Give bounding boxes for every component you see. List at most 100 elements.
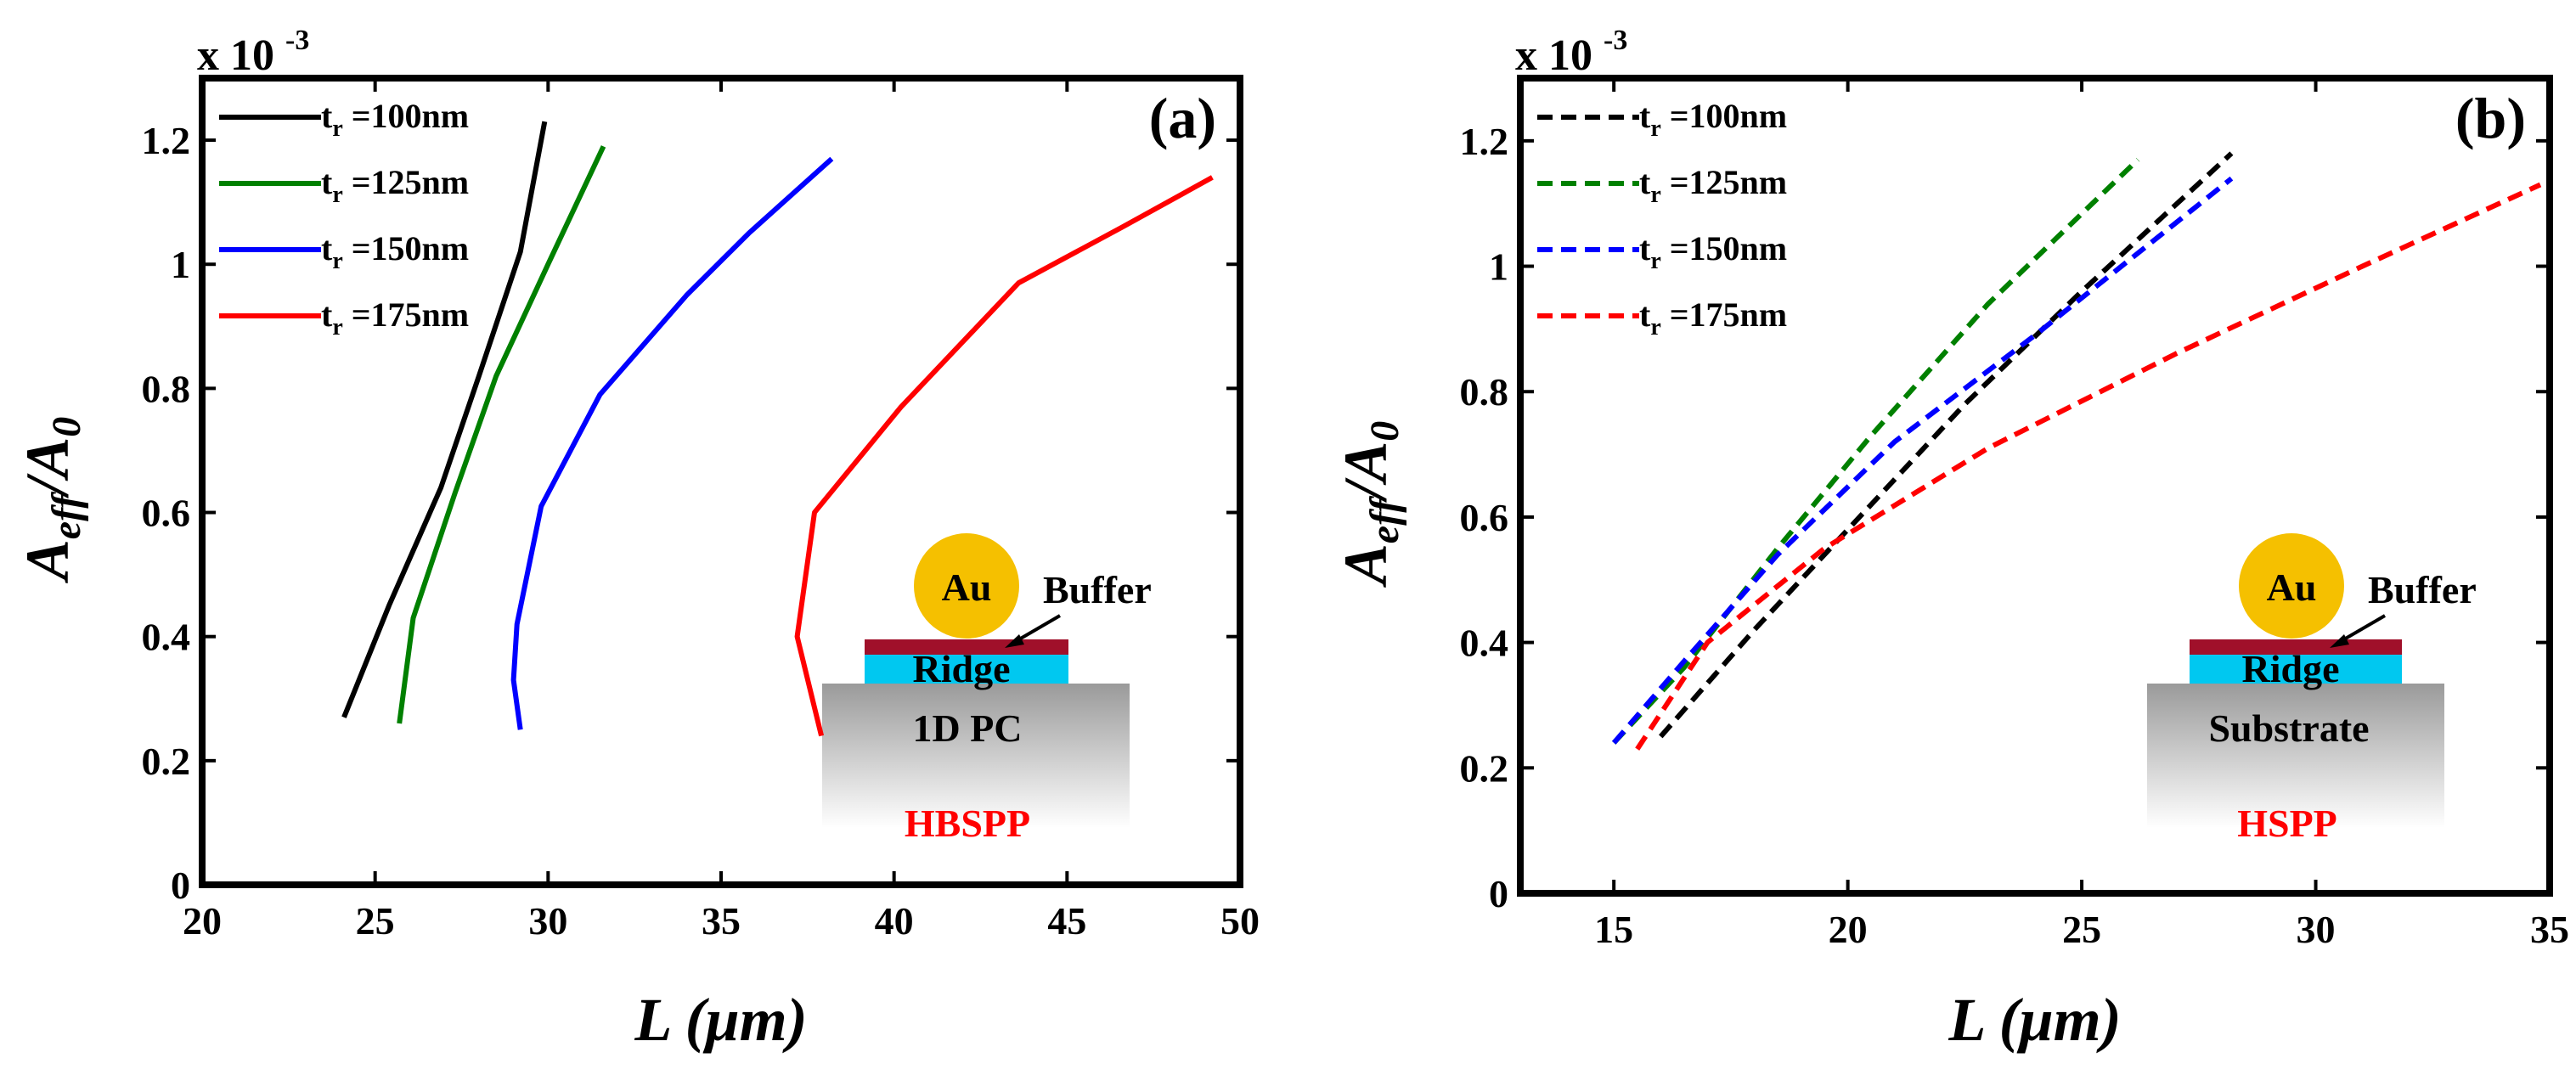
x-axis-label: L (μm)	[634, 986, 807, 1054]
series-line-3	[794, 175, 1214, 737]
legend-suffix: =175nm	[1661, 295, 1787, 334]
legend-sub: r	[1650, 314, 1660, 341]
y-tick-label: 1	[171, 243, 190, 286]
axis-exponent-label: x 10 -3	[1515, 25, 1627, 80]
series-line-3	[1635, 182, 2542, 751]
y-tick-label: 0.4	[142, 616, 191, 659]
au-label: Au	[942, 566, 992, 609]
x-tick-label: 20	[183, 899, 222, 943]
series-line-0	[341, 121, 548, 718]
legend-sub: r	[1650, 248, 1660, 274]
legend-label-1: tr =125nm	[1639, 163, 1787, 208]
legend-label-2: tr =150nm	[1639, 229, 1787, 274]
substrate-label: Substrate	[2208, 706, 2369, 750]
legend-prefix: t	[321, 229, 333, 267]
buffer-arrow-head	[1005, 634, 1024, 648]
x-tick-label: 15	[1594, 908, 1633, 951]
legend-sub: r	[332, 115, 342, 142]
series-line-2	[510, 156, 834, 730]
legend-suffix: =175nm	[343, 295, 469, 334]
mode-label: HBSPP	[905, 802, 1030, 845]
ridge-block	[865, 651, 1068, 684]
legend-label-0: tr =100nm	[321, 97, 469, 142]
y-tick-label: 0.4	[1460, 622, 1509, 665]
y-tick-label: 0.2	[1460, 746, 1509, 790]
buffer-layer	[2190, 639, 2402, 655]
gold-nanowire	[2239, 533, 2344, 639]
series-line-0	[1659, 151, 2234, 739]
y-label-mid: /A	[14, 437, 82, 499]
legend-sub: r	[1650, 115, 1660, 142]
chart-panel-b: 15 20 25 30 35 0 0.2 0.4 0.6 0.8 1 1.2x 10 -3 L (μm)…	[1332, 25, 2569, 1054]
legend-prefix: t	[1639, 163, 1651, 201]
gold-nanowire	[914, 533, 1019, 639]
buffer-label: Buffer	[2368, 568, 2477, 611]
x-tick-label: 25	[356, 899, 395, 943]
x-tick-label: 35	[702, 899, 741, 943]
legend-suffix: =100nm	[343, 97, 469, 135]
x-tick-label: 30	[2297, 908, 2336, 951]
legend-prefix: t	[1639, 295, 1651, 334]
y-label-main: A	[14, 539, 82, 583]
y-tick-label: 0.8	[1460, 370, 1509, 414]
y-axis-label: Aeff/A0	[1332, 421, 1407, 588]
substrate-label: 1D PC	[912, 706, 1022, 750]
y-tick-label: 0.6	[1460, 496, 1509, 539]
y-tick-label: 1	[1489, 245, 1508, 289]
series-line-1	[1612, 157, 2140, 745]
y-tick-label: 0	[1489, 872, 1508, 915]
y-tick-label: 0	[171, 864, 190, 907]
legend-prefix: t	[1639, 97, 1651, 135]
legend-prefix: t	[1639, 229, 1651, 267]
legend-sub: r	[332, 248, 342, 274]
substrate-block	[822, 684, 1130, 828]
mode-label: HSPP	[2237, 802, 2337, 845]
au-label: Au	[2267, 566, 2317, 609]
legend-label-3: tr =175nm	[321, 295, 469, 341]
y-label-sub-eff: eff	[1362, 496, 1407, 543]
legend-prefix: t	[321, 97, 333, 135]
series-line-1	[397, 145, 606, 724]
x-tick-label: 20	[1829, 908, 1868, 951]
substrate-block	[2147, 684, 2444, 828]
x-tick-label: 35	[2530, 908, 2569, 951]
panel-label: (b)	[2455, 86, 2526, 150]
panel-label: (a)	[1149, 86, 1216, 150]
y-label-main: A	[1332, 543, 1400, 588]
chart-panel-a: 20 25 30 35 40 45 50 0 0.2 0.4 0.6 0.8 1 1.2x 10 -3 L …	[14, 25, 1260, 1054]
y-label-sub-0: 0	[44, 417, 89, 437]
legend-sub: r	[1650, 182, 1660, 208]
y-tick-label: 1.2	[1460, 120, 1509, 163]
legend-suffix: =150nm	[343, 229, 469, 267]
x-axis-label: L (μm)	[1948, 986, 2121, 1054]
legend-label-1: tr =125nm	[321, 163, 469, 208]
legend-suffix: =125nm	[343, 163, 469, 201]
buffer-layer	[865, 639, 1068, 655]
legend-prefix: t	[321, 163, 333, 201]
legend-label-0: tr =100nm	[1639, 97, 1787, 142]
y-label-sub-eff: eff	[44, 492, 89, 539]
y-tick-label: 0.2	[142, 740, 191, 783]
exponent-power: -3	[1604, 25, 1627, 56]
buffer-arrow-head	[2330, 634, 2349, 648]
plot-frame	[1517, 75, 2553, 897]
legend-sub: r	[332, 182, 342, 208]
buffer-label: Buffer	[1043, 568, 1152, 611]
x-tick-label: 45	[1047, 899, 1086, 943]
legend-suffix: =150nm	[1661, 229, 1787, 267]
legend-prefix: t	[321, 295, 333, 334]
series-line-2	[1611, 176, 2234, 745]
y-label-mid: /A	[1332, 442, 1400, 504]
x-tick-label: 40	[875, 899, 914, 943]
x-tick-label: 50	[1220, 899, 1260, 943]
y-axis-label: Aeff/A0	[14, 417, 89, 583]
y-tick-label: 0.8	[142, 367, 191, 410]
y-tick-label: 0.6	[142, 492, 191, 535]
ridge-block	[2190, 651, 2402, 684]
legend-label-2: tr =150nm	[321, 229, 469, 274]
x-tick-label: 25	[2062, 908, 2101, 951]
y-label-sub-0: 0	[1362, 421, 1407, 442]
legend-suffix: =125nm	[1661, 163, 1787, 201]
